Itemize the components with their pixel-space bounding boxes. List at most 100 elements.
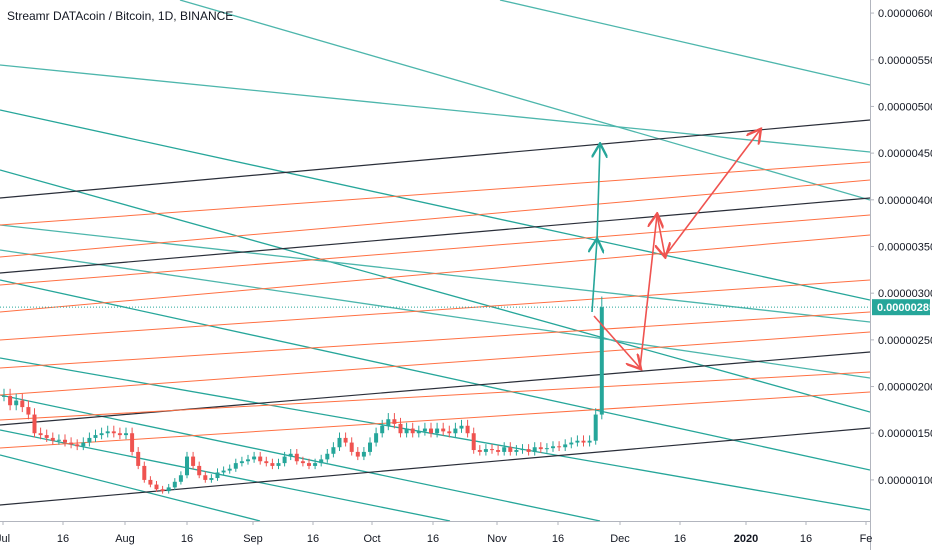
candle-body-7 xyxy=(44,435,49,438)
orange-trendline-4 xyxy=(0,279,870,341)
y-tick-label-1: 0.00000150 xyxy=(878,428,932,440)
candle-body-76 xyxy=(465,425,470,434)
candle-body-73 xyxy=(447,431,452,434)
candle-body-20 xyxy=(124,433,128,436)
x-tick-label-6: Oct xyxy=(363,533,380,545)
candle-body-90 xyxy=(551,446,555,449)
candle-body-42 xyxy=(258,456,263,462)
candle-body-91 xyxy=(557,446,562,448)
y-tick-label-6: 0.00000400 xyxy=(878,195,932,207)
candle-body-1 xyxy=(8,395,13,406)
black-trendline-1 xyxy=(0,197,870,274)
teal-trendline-7 xyxy=(0,394,601,521)
candle-body-94 xyxy=(575,440,580,443)
candle-body-72 xyxy=(441,428,446,432)
teal-trendline-9 xyxy=(0,454,261,521)
y-tick-label-4: 0.00000300 xyxy=(878,288,932,300)
y-tick-label-10: 0.00000600 xyxy=(878,8,932,20)
red-arrow-2 xyxy=(639,215,657,369)
candle-body-54 xyxy=(331,447,336,454)
candle-body-68 xyxy=(416,431,421,434)
candle-body-18 xyxy=(111,431,116,434)
candle-body-64 xyxy=(392,419,397,424)
black-trendline-0 xyxy=(0,119,870,199)
candle-body-12 xyxy=(75,444,80,447)
x-tick-label-9: 16 xyxy=(552,533,564,545)
candle-body-46 xyxy=(282,456,287,464)
candle-body-53 xyxy=(325,453,330,460)
x-tick-label-10: Dec xyxy=(610,533,630,545)
teal-trendline-8 xyxy=(0,429,451,521)
candle-body-61 xyxy=(374,433,379,443)
candle-body-39 xyxy=(239,461,244,464)
orange-trendline-5 xyxy=(0,311,870,369)
candle-body-87 xyxy=(532,447,537,452)
candle-body-63 xyxy=(386,419,391,426)
x-tick-label-5: 16 xyxy=(307,533,319,545)
green-arrow-1 xyxy=(592,240,597,313)
teal-trendline-6 xyxy=(0,357,870,511)
candle-body-60 xyxy=(368,442,372,452)
candle-body-34 xyxy=(209,478,214,480)
candle-body-67 xyxy=(410,428,415,434)
candle-body-56 xyxy=(343,437,348,443)
candle-body-70 xyxy=(429,428,433,434)
candle-body-50 xyxy=(307,463,311,466)
black-trendline-3 xyxy=(0,427,870,506)
x-tick-label-8: Nov xyxy=(487,533,507,545)
candle-body-48 xyxy=(294,453,299,462)
candle-body-40 xyxy=(246,459,250,462)
x-tick-label-12: 2020 xyxy=(734,533,758,545)
candle-body-78 xyxy=(477,450,482,452)
candle-body-13 xyxy=(81,442,86,447)
candle-body-86 xyxy=(526,449,531,452)
candle-body-17 xyxy=(105,431,110,434)
candle-body-37 xyxy=(227,468,232,471)
candle-body-97 xyxy=(593,414,598,441)
candle-body-29 xyxy=(178,475,183,482)
x-tick-label-11: 16 xyxy=(674,533,686,545)
y-tick-label-3: 0.00000250 xyxy=(878,335,932,347)
candle-body-74 xyxy=(453,428,458,434)
red-arrow-1 xyxy=(593,315,640,368)
candle-body-92 xyxy=(563,444,568,448)
candle-body-81 xyxy=(496,450,501,452)
candle-body-11 xyxy=(69,442,74,445)
y-tick-label-0: 0.00000100 xyxy=(878,475,932,487)
candle-body-89 xyxy=(544,448,549,450)
orange-trendline-6 xyxy=(0,331,870,396)
candle-body-32 xyxy=(197,465,202,476)
candle-body-93 xyxy=(569,442,574,445)
candle-body-4 xyxy=(26,407,31,415)
x-tick-label-1: 16 xyxy=(57,533,69,545)
candle-body-59 xyxy=(361,451,366,457)
teal-trendline-5 xyxy=(0,279,870,471)
x-tick-label-7: 16 xyxy=(427,533,439,545)
y-tick-label-9: 0.00000550 xyxy=(878,55,932,67)
candle-body-36 xyxy=(221,470,226,473)
candle-body-27 xyxy=(166,487,171,492)
candle-body-35 xyxy=(215,472,220,479)
candle-body-21 xyxy=(130,433,135,452)
candle-body-23 xyxy=(142,465,147,480)
candle-body-10 xyxy=(63,439,67,443)
candle-body-49 xyxy=(300,461,305,464)
candle-body-28 xyxy=(172,481,177,488)
candle-body-58 xyxy=(355,451,360,457)
candle-body-0 xyxy=(2,395,6,397)
candle-body-31 xyxy=(191,456,196,466)
candle-body-25 xyxy=(154,484,159,490)
candle-body-45 xyxy=(276,463,281,466)
candle-body-84 xyxy=(514,450,519,452)
chart-title: Streamr DATAcoin / Bitcoin, 1D, BINANCE xyxy=(7,9,233,23)
x-tick-label-0: Jul xyxy=(0,533,10,545)
teal-trendline-10 xyxy=(499,0,870,86)
candle-body-83 xyxy=(508,447,513,452)
red-arrow-4 xyxy=(664,130,760,257)
teal-trendline-11 xyxy=(179,0,870,201)
candle-body-33 xyxy=(203,475,208,480)
teal-trendline-2 xyxy=(0,169,870,413)
candle-body-98 xyxy=(599,307,604,415)
candle-body-24 xyxy=(148,479,153,485)
